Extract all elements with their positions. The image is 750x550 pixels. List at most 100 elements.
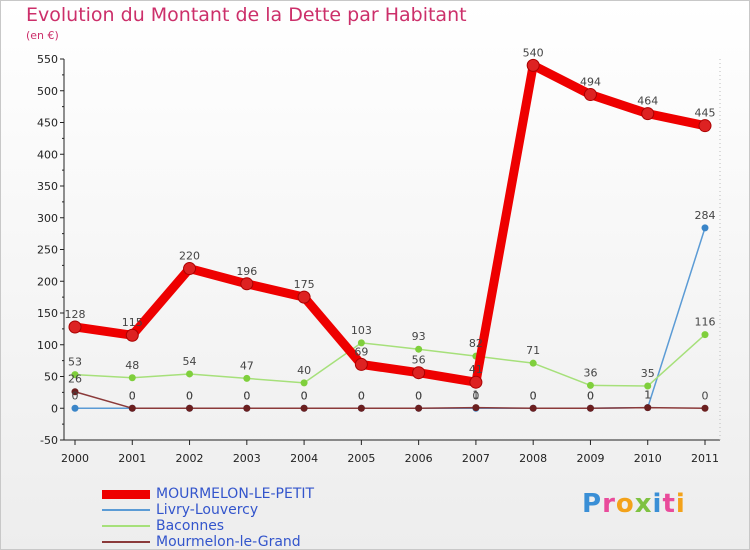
data-point: [125, 328, 139, 342]
x-tick-label: 2002: [176, 452, 204, 465]
data-label: 445: [695, 107, 716, 120]
data-label: 0: [186, 389, 193, 402]
data-point: [472, 404, 480, 412]
legend-swatch: [102, 489, 150, 499]
legend-item: MOURMELON-LE-PETIT: [102, 486, 314, 502]
y-tick-label: 100: [37, 339, 58, 352]
data-label: 54: [183, 355, 197, 368]
data-point: [469, 375, 483, 389]
data-label: 93: [412, 330, 426, 343]
data-point: [701, 331, 709, 339]
data-point: [297, 290, 311, 304]
data-label: 0: [472, 389, 479, 402]
y-tick-label: 150: [37, 307, 58, 320]
data-label: 71: [526, 344, 540, 357]
data-label: 53: [68, 356, 82, 369]
data-label: 0: [530, 389, 537, 402]
chart-title: Evolution du Montant de la Dette par Hab…: [26, 4, 467, 26]
data-point: [68, 320, 82, 334]
y-tick-label: 500: [37, 85, 58, 98]
x-tick-label: 2000: [61, 452, 89, 465]
series-line: [70, 60, 710, 387]
data-point: [183, 262, 197, 276]
data-point: [586, 404, 594, 412]
y-tick-label: 350: [37, 180, 58, 193]
data-label: 540: [523, 46, 544, 59]
y-tick-label: 50: [44, 371, 58, 384]
data-label: 0: [129, 389, 136, 402]
data-point: [583, 88, 597, 102]
legend-label: Mourmelon-le-Grand: [156, 534, 301, 550]
data-label: 196: [236, 265, 257, 278]
data-point: [701, 224, 709, 232]
chart-unit: (en €): [26, 29, 59, 42]
data-point: [71, 371, 79, 379]
x-tick-label: 2007: [462, 452, 490, 465]
y-tick-label: 200: [37, 275, 58, 288]
legend-item: Mourmelon-le-Grand: [102, 534, 301, 550]
legend-label: Livry-Louvercy: [156, 502, 259, 518]
data-label: 56: [412, 354, 426, 367]
legend-item: Baconnes: [102, 518, 224, 534]
data-point: [698, 119, 712, 133]
data-label: 41: [469, 363, 483, 376]
data-label: 1: [472, 389, 479, 402]
data-point: [586, 381, 594, 389]
data-point: [300, 379, 308, 387]
data-point: [644, 404, 652, 412]
data-label: 0: [129, 389, 136, 402]
data-point: [300, 404, 308, 412]
data-point: [243, 404, 251, 412]
data-label: 116: [695, 316, 716, 329]
data-label: 0: [243, 389, 250, 402]
y-tick-label: -50: [40, 434, 58, 447]
x-tick-label: 2010: [634, 452, 662, 465]
data-point: [357, 404, 365, 412]
data-label: 220: [179, 250, 200, 263]
data-label: 0: [358, 389, 365, 402]
data-label: 48: [125, 359, 139, 372]
data-label: 0: [587, 389, 594, 402]
data-label: 175: [294, 278, 315, 291]
series-line: [74, 390, 706, 409]
legend-swatch: [102, 509, 150, 511]
data-point: [415, 345, 423, 353]
legend-swatch: [102, 541, 150, 543]
data-point: [71, 388, 79, 396]
series-line: [74, 227, 706, 409]
series-line: [74, 333, 706, 387]
data-point: [526, 58, 540, 72]
data-point: [128, 404, 136, 412]
data-point: [641, 107, 655, 121]
x-tick-label: 2006: [405, 452, 433, 465]
data-label: 0: [301, 389, 308, 402]
x-tick-label: 2004: [290, 452, 318, 465]
data-label: 0: [72, 389, 79, 402]
data-label: 284: [695, 209, 716, 222]
data-point: [354, 357, 368, 371]
legend-swatch: [102, 525, 150, 527]
data-label: 0: [415, 389, 422, 402]
data-label: 82: [469, 337, 483, 350]
data-label: 0: [415, 389, 422, 402]
data-point: [128, 374, 136, 382]
data-point: [357, 339, 365, 347]
y-tick-label: 250: [37, 244, 58, 257]
data-label: 0: [358, 389, 365, 402]
data-point: [186, 370, 194, 378]
data-label: 40: [297, 364, 311, 377]
legend-label: Baconnes: [156, 518, 225, 534]
data-point: [529, 359, 537, 367]
data-label: 1: [644, 389, 651, 402]
data-label: 115: [122, 316, 143, 329]
data-point: [71, 404, 79, 412]
y-tick-label: 0: [51, 402, 58, 415]
y-tick-label: 550: [37, 53, 58, 66]
x-tick-label: 2005: [347, 452, 375, 465]
data-label: 464: [637, 95, 658, 108]
data-label: 35: [641, 367, 655, 380]
data-point: [243, 374, 251, 382]
x-tick-label: 2001: [118, 452, 146, 465]
legend-label: MOURMELON-LE-PETIT: [156, 486, 315, 502]
